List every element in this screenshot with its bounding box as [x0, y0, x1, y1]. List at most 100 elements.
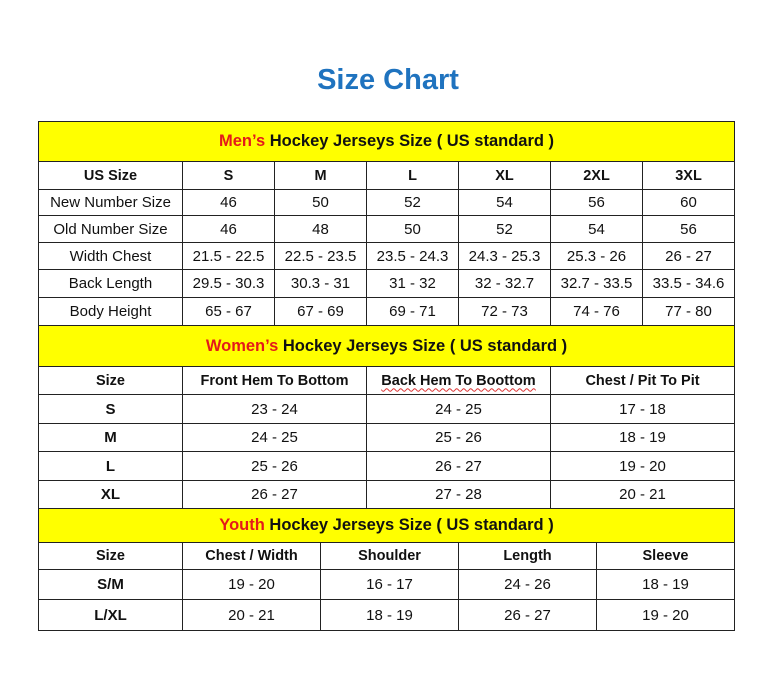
table-cell: 56	[550, 189, 643, 216]
column-header: Sleeve	[595, 542, 736, 570]
column-header-label: Chest / Width	[205, 548, 298, 564]
mens-size-table: Men’s Hockey Jerseys Size ( US standard …	[37, 121, 736, 326]
table-row: L 25 - 26 26 - 27 19 - 20	[38, 451, 736, 481]
row-label: Back Length	[38, 269, 183, 298]
column-header-label: 2XL	[583, 167, 610, 184]
table-row: M 24 - 25 25 - 26 18 - 19	[38, 423, 736, 452]
mens-section-title: Men’s Hockey Jerseys Size ( US standard …	[37, 121, 736, 162]
table-cell: 69 - 71	[366, 297, 459, 326]
table-cell: 26 - 27	[641, 242, 736, 270]
column-header-label: M	[314, 167, 327, 184]
column-header: US Size	[38, 161, 183, 190]
table-cell: 18 - 19	[595, 569, 736, 600]
row-label: Old Number Size	[38, 215, 183, 243]
column-header: 3XL	[641, 161, 736, 190]
table-cell: 30.3 - 31	[274, 269, 367, 298]
table-cell: 52	[458, 215, 551, 243]
youth-size-table: Youth Hockey Jerseys Size ( US standard …	[37, 508, 736, 631]
table-cell: 18 - 19	[549, 423, 736, 452]
table-cell: 19 - 20	[182, 569, 321, 600]
column-header-label: Sleeve	[642, 548, 689, 564]
header-row: US Size S M L XL 2XL 3XL	[38, 161, 736, 190]
table-cell: 32.7 - 33.5	[550, 269, 643, 298]
table-row: New Number Size 46 50 52 54 56 60	[38, 189, 736, 216]
table-cell: 16 - 17	[320, 569, 459, 600]
table-cell: 17 - 18	[549, 394, 736, 424]
table-cell: 24 - 25	[366, 394, 551, 424]
table-cell: 24 - 25	[182, 423, 367, 452]
column-header: XL	[458, 161, 551, 190]
column-header-label: Chest / Pit To Pit	[585, 372, 700, 389]
column-header: S	[182, 161, 275, 190]
table-cell: 74 - 76	[550, 297, 643, 326]
table-cell: 48	[274, 215, 367, 243]
column-header: M	[274, 161, 367, 190]
column-header: Length	[458, 542, 597, 570]
column-header: Back Hem To Boottom	[366, 366, 551, 395]
table-cell: 50	[274, 189, 367, 216]
column-header: Chest / Width	[182, 542, 321, 570]
table-row: L/XL 20 - 21 18 - 19 26 - 27 19 - 20	[38, 599, 736, 631]
table-cell: 23 - 24	[182, 394, 367, 424]
section-title-highlight: Men’s	[219, 132, 266, 150]
table-cell: 19 - 20	[549, 451, 736, 481]
row-label: New Number Size	[38, 189, 183, 216]
table-cell: 67 - 69	[274, 297, 367, 326]
table-cell: 50	[366, 215, 459, 243]
table-row: Back Length 29.5 - 30.3 30.3 - 31 31 - 32 32…	[38, 269, 736, 298]
womens-section-title: Women’s Hockey Jerseys Size ( US standar…	[37, 325, 736, 367]
table-cell: 26 - 27	[366, 451, 551, 481]
mens-title-row: Men’s Hockey Jerseys Size ( US standard …	[37, 121, 736, 162]
table-cell: 27 - 28	[366, 480, 551, 509]
section-title-text: Hockey Jerseys Size ( US standard )	[265, 132, 555, 150]
row-label: L	[38, 451, 183, 481]
table-row: S 23 - 24 24 - 25 17 - 18	[38, 394, 736, 424]
section-title-highlight: Women’s	[205, 336, 279, 355]
table-cell: 26 - 27	[458, 599, 597, 631]
table-cell: 56	[641, 215, 736, 243]
womens-title-row: Women’s Hockey Jerseys Size ( US standar…	[37, 325, 736, 367]
column-header-label: Back Hem To Boottom	[381, 372, 536, 389]
womens-size-table: Women’s Hockey Jerseys Size ( US standar…	[37, 325, 736, 509]
table-row: Old Number Size 46 48 50 52 54 56	[38, 215, 736, 243]
row-label: XL	[38, 480, 183, 509]
column-header-label: S	[223, 167, 234, 184]
column-header-label: 3XL	[675, 167, 702, 184]
youth-section-title: Youth Hockey Jerseys Size ( US standard …	[37, 508, 736, 543]
column-header: Size	[38, 366, 183, 395]
table-cell: 52	[366, 189, 459, 216]
row-label: M	[38, 423, 183, 452]
table-cell: 18 - 19	[320, 599, 459, 631]
column-header-label: US Size	[83, 167, 138, 184]
table-cell: 54	[550, 215, 643, 243]
column-header: Front Hem To Bottom	[182, 366, 367, 395]
row-label: S/M	[38, 569, 183, 600]
table-cell: 25.3 - 26	[550, 242, 643, 270]
table-cell: 25 - 26	[182, 451, 367, 481]
table-cell: 32 - 32.7	[458, 269, 551, 298]
table-cell: 26 - 27	[182, 480, 367, 509]
table-cell: 22.5 - 23.5	[274, 242, 367, 270]
youth-title-row: Youth Hockey Jerseys Size ( US standard …	[37, 508, 736, 543]
page-title: Size Chart	[317, 64, 459, 96]
table-cell: 72 - 73	[458, 297, 551, 326]
column-header: L	[366, 161, 459, 190]
section-title-highlight: Youth	[219, 516, 265, 534]
section-title-text: Hockey Jerseys Size ( US standard )	[264, 516, 554, 534]
table-row: Body Height 65 - 67 67 - 69 69 - 71 72 - 73 7…	[38, 297, 736, 326]
table-cell: 60	[641, 189, 736, 216]
column-header-label: L	[408, 167, 417, 184]
table-cell: 25 - 26	[366, 423, 551, 452]
table-cell: 24.3 - 25.3	[458, 242, 551, 270]
table-row: S/M 19 - 20 16 - 17 24 - 26 18 - 19	[38, 569, 736, 600]
column-header: Size	[38, 542, 183, 570]
row-label: Body Height	[38, 297, 183, 326]
table-cell: 31 - 32	[366, 269, 459, 298]
column-header-label: Length	[503, 548, 552, 564]
column-header: Chest / Pit To Pit	[549, 366, 736, 395]
column-header: 2XL	[550, 161, 643, 190]
table-cell: 77 - 80	[641, 297, 736, 326]
table-cell: 24 - 26	[458, 569, 597, 600]
column-header-label: Size	[95, 548, 125, 564]
table-cell: 33.5 - 34.6	[641, 269, 736, 298]
